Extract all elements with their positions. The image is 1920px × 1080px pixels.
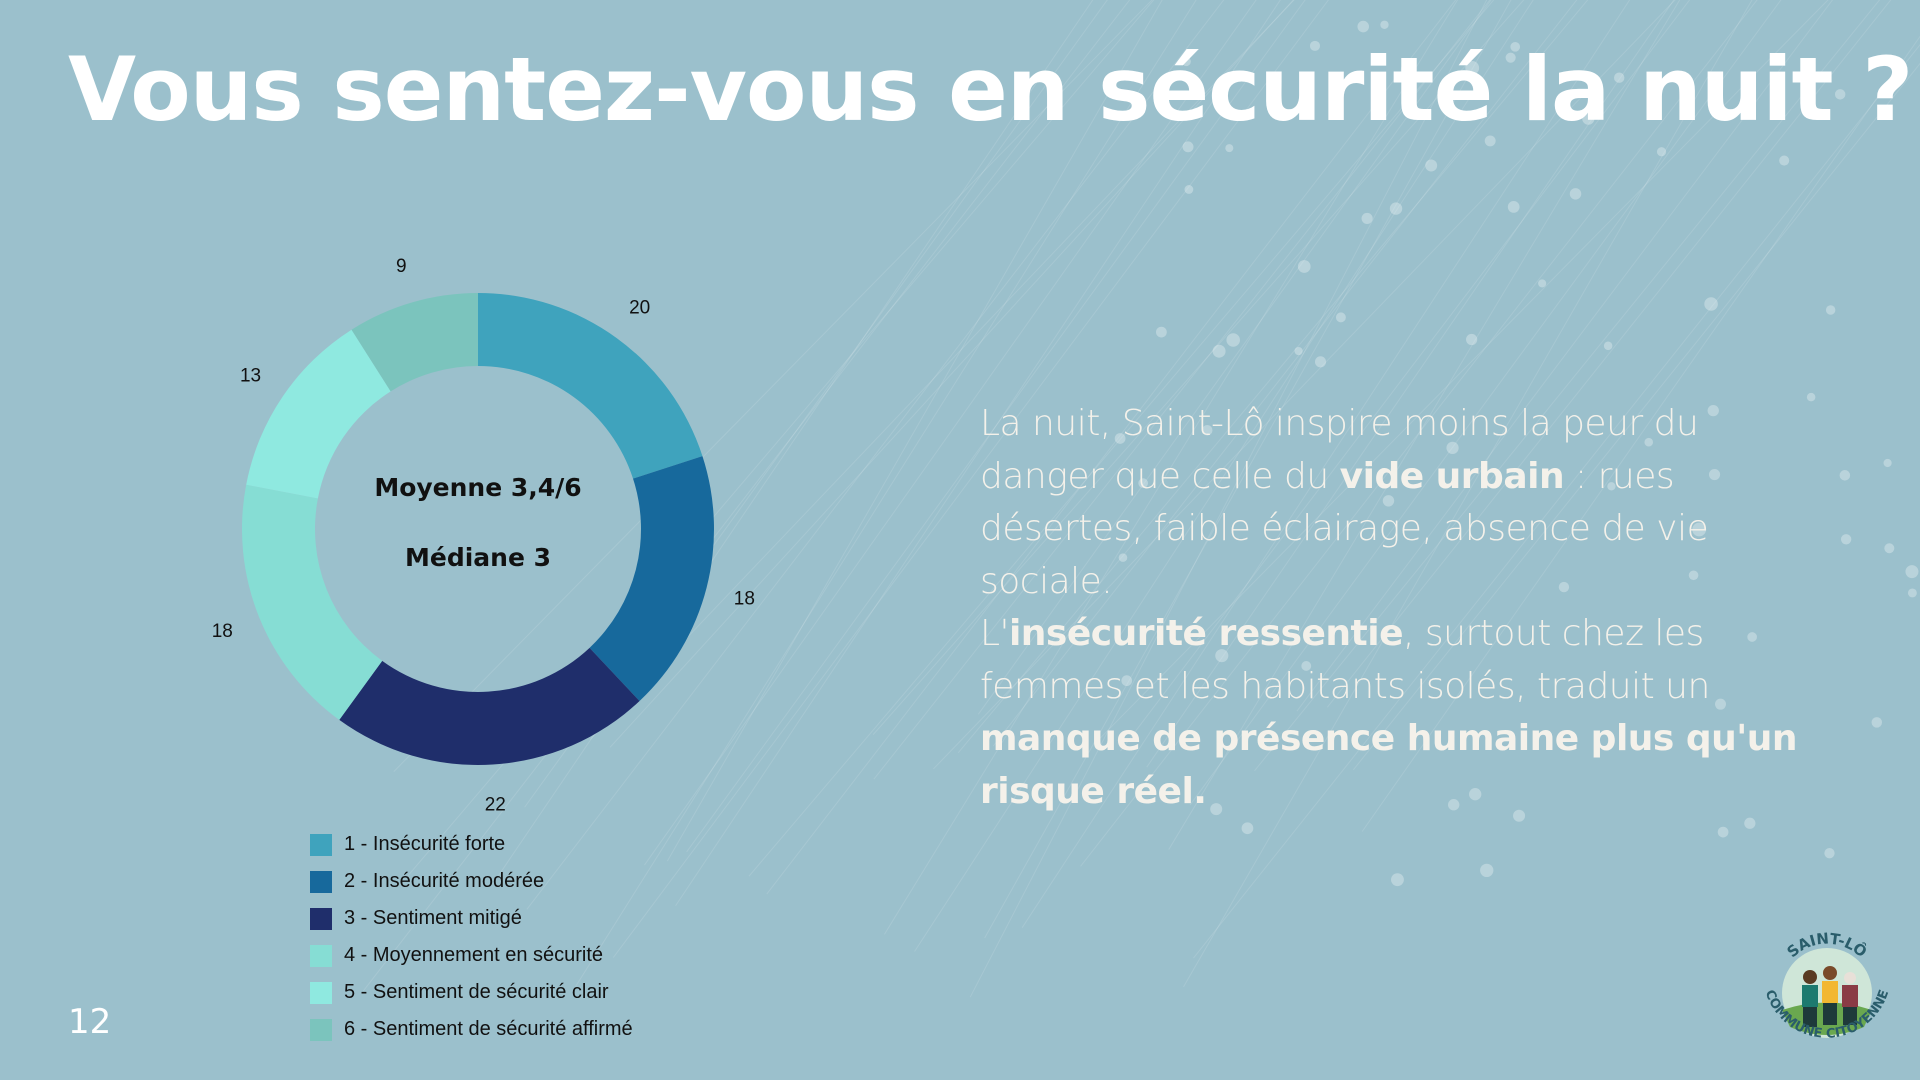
donut-slice-6 — [351, 293, 478, 392]
data-label-1: 20 — [629, 298, 650, 319]
legend-swatch — [310, 833, 332, 856]
text-p2a: L' — [980, 613, 1009, 654]
saint-lo-logo: SAINT-LÔ COMMUNE CITOYENNE — [1762, 929, 1893, 1042]
body-text: La nuit, Saint-Lô inspire moins la peur … — [980, 398, 1820, 818]
donut-slice-5 — [246, 329, 391, 499]
data-label-4: 18 — [212, 621, 233, 642]
legend-swatch — [310, 1018, 332, 1041]
text-p2b: insécurité ressentie — [1008, 613, 1404, 654]
data-label-3: 22 — [485, 794, 506, 815]
donut-slice-3 — [339, 647, 640, 766]
legend-item: 5 - Sentiment de sécurité clair — [310, 974, 633, 1011]
data-label-5: 13 — [240, 365, 261, 386]
legend-swatch — [310, 870, 332, 893]
legend-item: 2 - Insécurité modérée — [310, 863, 633, 900]
text-p2d: manque de présence humaine plus qu'un ri… — [980, 718, 1798, 812]
center-median: Médiane 3 — [405, 543, 551, 572]
legend-swatch — [310, 981, 332, 1004]
text-p2c: , surtout chez les femmes et les habitan… — [980, 613, 1710, 707]
text-p1b: vide urbain — [1339, 455, 1565, 497]
legend-swatch — [310, 944, 332, 967]
page-title: Vous sentez-vous en sécurité la nuit ? — [68, 38, 1913, 141]
donut-slice-1 — [478, 293, 703, 479]
legend-label: 4 - Moyennement en sécurité — [344, 944, 604, 966]
legend-item: 6 - Sentiment de sécurité affirmé — [310, 1011, 633, 1048]
page-number: 12 — [68, 1002, 112, 1042]
legend-label: 3 - Sentiment mitigé — [344, 907, 522, 929]
legend-label: 1 - Insécurité forte — [344, 833, 506, 855]
text-p1c: : rues désertes, faible éclairage, absen… — [980, 455, 1709, 602]
legend-swatch — [310, 907, 332, 930]
text-p1a: La nuit, Saint-Lô inspire moins la peur … — [980, 403, 1699, 497]
legend-item: 3 - Sentiment mitigé — [310, 900, 633, 937]
center-mean: Moyenne 3,4/6 — [374, 473, 581, 502]
legend-item: 4 - Moyennement en sécurité — [310, 937, 633, 974]
donut-slice-4 — [241, 484, 383, 720]
legend-label: 2 - Insécurité modérée — [344, 870, 545, 892]
legend-item: 1 - Insécurité forte — [310, 826, 633, 863]
data-label-2: 18 — [734, 588, 755, 609]
legend-label: 5 - Sentiment de sécurité clair — [344, 981, 609, 1003]
donut-slice-2 — [589, 456, 714, 702]
chart-legend: 1 - Insécurité forte 2 - Insécurité modér… — [310, 826, 633, 1048]
data-label-6: 9 — [396, 256, 407, 277]
legend-label: 6 - Sentiment de sécurité affirmé — [344, 1018, 633, 1040]
